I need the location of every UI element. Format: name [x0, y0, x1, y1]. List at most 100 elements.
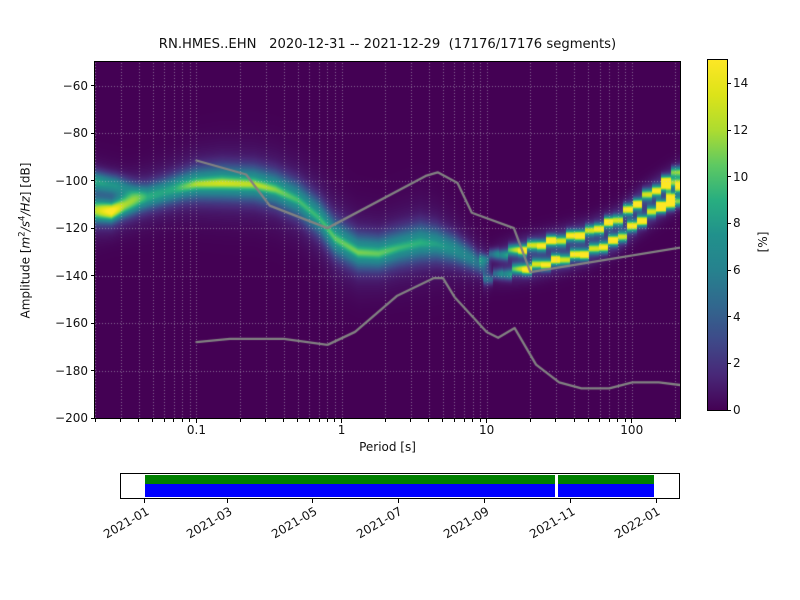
timeline-data-gap — [555, 475, 558, 497]
timeline-tick-mark — [484, 499, 486, 503]
x-tick-label: 10 — [479, 423, 495, 437]
colorbar-tick-mark — [727, 176, 731, 178]
y-axis-label-text: Amplitude [ — [18, 247, 33, 318]
x-tick-label: 100 — [620, 423, 644, 437]
x-minor-tick-mark — [163, 419, 165, 422]
x-minor-tick-mark — [239, 419, 241, 422]
colorbar-tick-mark — [727, 129, 731, 131]
colorbar-tick-mark — [727, 409, 731, 411]
x-tick-mark — [195, 419, 197, 423]
x-minor-tick-mark — [265, 419, 267, 422]
y-tick-label: −100 — [55, 173, 88, 188]
colorbar-tick-label: 10 — [733, 169, 749, 184]
timeline-green-bar — [144, 475, 654, 484]
x-minor-tick-mark — [384, 419, 386, 422]
x-tick-label: 1 — [337, 423, 346, 437]
timeline-blue-bar — [144, 484, 654, 497]
colorbar-tick-label: 14 — [733, 76, 749, 91]
x-tick-mark — [341, 419, 343, 423]
x-tick-mark — [631, 419, 633, 423]
x-minor-tick-mark — [308, 419, 310, 422]
colorbar-tick-label: 4 — [733, 309, 741, 324]
y-tick-label: −140 — [55, 268, 88, 283]
timeline-tick-mark — [570, 499, 572, 503]
colorbar-tick-mark — [727, 269, 731, 271]
timeline-tick-label: 2021-07 — [354, 504, 405, 542]
colorbar-label: [%] — [756, 231, 770, 253]
y-tick-mark — [91, 132, 95, 134]
y-tick-label: −120 — [55, 221, 88, 236]
x-minor-tick-mark — [599, 419, 601, 422]
y-tick-mark — [91, 370, 95, 372]
timeline-tick-label: 2021-09 — [440, 504, 492, 542]
x-minor-tick-mark — [94, 419, 96, 422]
x-minor-tick-mark — [529, 419, 531, 422]
x-minor-tick-mark — [283, 419, 285, 422]
x-minor-tick-mark — [297, 419, 299, 422]
x-minor-tick-mark — [152, 419, 154, 422]
y-tick-mark — [91, 322, 95, 324]
timeline-tick-label: 2021-05 — [269, 504, 320, 542]
x-minor-tick-mark — [555, 419, 557, 422]
plot-title: RN.HMES..EHN 2020-12-31 -- 2021-12-29 (1… — [158, 37, 617, 52]
timeline-tick-mark — [655, 499, 657, 503]
x-minor-tick-mark — [410, 419, 412, 422]
y-tick-mark — [91, 85, 95, 87]
y-tick-label: −160 — [55, 316, 88, 331]
colorbar-tick-label: 6 — [733, 263, 741, 277]
x-minor-tick-mark — [624, 419, 626, 422]
timeline-tick-label: 2022-01 — [612, 504, 663, 542]
y-tick-mark — [91, 227, 95, 229]
timeline-tick-mark — [397, 499, 399, 503]
x-minor-tick-mark — [463, 419, 465, 422]
y-tick-mark — [91, 417, 95, 419]
x-tick-label: 0.1 — [186, 423, 206, 437]
x-minor-tick-mark — [587, 419, 589, 422]
x-minor-tick-mark — [608, 419, 610, 422]
timeline-tick-label: 2021-03 — [183, 504, 235, 542]
timeline-tick-label: 2021-01 — [101, 504, 152, 542]
colorbar-tick-mark — [727, 362, 731, 364]
x-minor-tick-mark — [120, 419, 122, 422]
timeline-tick-mark — [227, 499, 229, 503]
x-minor-tick-mark — [442, 419, 444, 422]
x-minor-tick-mark — [334, 419, 336, 422]
y-tick-label: −200 — [55, 411, 88, 425]
x-minor-tick-mark — [173, 419, 175, 422]
x-tick-mark — [486, 419, 488, 423]
x-minor-tick-mark — [318, 419, 320, 422]
colorbar-gradient — [708, 60, 727, 410]
ppsd-heatmap-canvas — [95, 62, 680, 418]
plot-frame — [94, 61, 681, 419]
timeline-tick-label: 2021-11 — [526, 504, 578, 542]
x-minor-tick-mark — [181, 419, 183, 422]
y-tick-label: −80 — [62, 126, 88, 141]
timeline-tick-mark — [144, 499, 146, 503]
y-tick-mark — [91, 180, 95, 182]
x-axis-label: Period [s] — [359, 440, 416, 454]
y-axis-label: Amplitude [m2/s4/Hz] [dB] — [17, 162, 33, 318]
y-tick-label: −60 — [62, 78, 88, 93]
x-minor-tick-mark — [453, 419, 455, 422]
colorbar-tick-mark — [727, 82, 731, 84]
colorbar-tick-label: 8 — [733, 216, 741, 231]
y-tick-mark — [91, 275, 95, 277]
colorbar-tick-label: 0 — [733, 403, 741, 417]
y-tick-label: −180 — [55, 363, 88, 378]
x-minor-tick-mark — [617, 419, 619, 422]
x-minor-tick-mark — [674, 419, 676, 422]
colorbar-frame — [707, 59, 728, 411]
colorbar-tick-mark — [727, 222, 731, 224]
x-minor-tick-mark — [326, 419, 328, 422]
colorbar-tick-mark — [727, 316, 731, 318]
x-minor-tick-mark — [428, 419, 430, 422]
x-minor-tick-mark — [472, 419, 474, 422]
colorbar-tick-label: 2 — [733, 356, 741, 371]
timeline-tick-mark — [312, 499, 314, 503]
x-minor-tick-mark — [138, 419, 140, 422]
x-minor-tick-mark — [573, 419, 575, 422]
colorbar-tick-label: 12 — [733, 123, 749, 137]
x-minor-tick-mark — [189, 419, 191, 422]
x-minor-tick-mark — [479, 419, 481, 422]
